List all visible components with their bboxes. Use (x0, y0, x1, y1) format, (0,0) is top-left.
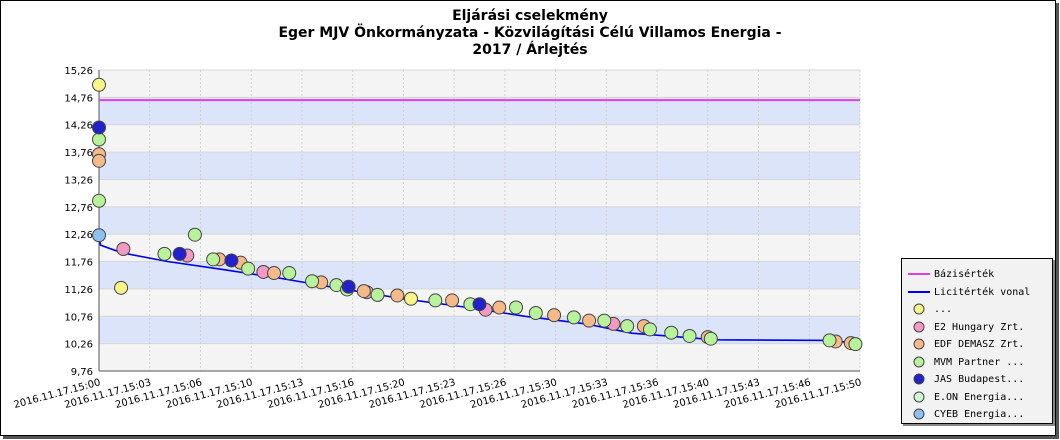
legend-dot-icon (913, 391, 925, 402)
legend: Bázisérték Licitérték vonal... E2 Hungary … (901, 258, 1053, 424)
point-mvm-partner (282, 266, 297, 281)
point-mvm-partner (370, 287, 385, 302)
legend-dot-icon (913, 373, 925, 385)
legend-label: Bázisérték (934, 269, 995, 280)
grid-band (99, 97, 860, 125)
point-mvm-partner (187, 227, 202, 242)
point-edf-demasz-zrt (582, 313, 597, 328)
legend-dot-icon (913, 321, 925, 332)
y-tick-label: 12,76 (64, 203, 93, 214)
point-jas-budapest (341, 279, 356, 294)
legend-dot-icon (913, 338, 925, 350)
legend-item: MVM Partner ... (902, 353, 1052, 373)
legend-dot-icon (913, 356, 925, 367)
grid-band (99, 152, 860, 180)
point-mvm-partner (528, 305, 543, 320)
legend-line-icon (908, 290, 930, 293)
y-tick-label: 9,76 (71, 367, 93, 378)
point-mvm-partner (428, 293, 443, 308)
point-mvm-partner (566, 310, 581, 325)
legend-dot-icon (913, 408, 925, 420)
point-edf-demasz-zrt (356, 284, 371, 299)
point-edf-demasz-zrt (547, 308, 562, 323)
legend-label: Licitérték vonal (934, 286, 1031, 298)
point-mvm-partner (157, 246, 172, 261)
point-mvm-partner (620, 319, 635, 334)
chart-title-line-2: Eger MJV Önkormányzata - Közvilágítási C… (278, 25, 782, 41)
point-edf-demasz-zrt (492, 300, 507, 315)
point-mvm-partner (206, 252, 221, 267)
legend-item: E.ON Energia... (902, 388, 1052, 408)
legend-item: JAS Budapest... (902, 370, 1052, 390)
y-tick-label: 13,76 (64, 148, 93, 159)
legend-item: CYEB Energia... (902, 405, 1052, 425)
legend-label: CYEB Energia... (934, 409, 1025, 420)
point-mvm-partner (642, 322, 657, 337)
point-unnamed (404, 291, 419, 306)
point-mvm-partner (703, 331, 718, 346)
y-tick-label: 15,26 (64, 66, 93, 77)
legend-label: E2 Hungary Zrt. (934, 321, 1025, 333)
point-mvm-partner (92, 132, 106, 147)
legend-dot-icon (913, 303, 925, 315)
grid-band (99, 261, 860, 289)
point-mvm-partner (682, 328, 697, 343)
y-tick-label: 10,26 (64, 340, 93, 351)
point-unnamed (92, 77, 106, 92)
point-jas-budapest (472, 297, 487, 312)
legend-item: Bázisérték (902, 265, 1052, 285)
point-edf-demasz-zrt (390, 288, 405, 303)
grid-band (99, 206, 860, 235)
chart-title-line-1: Eljárási cselekmény (452, 8, 608, 24)
point-edf-demasz-zrt (92, 153, 106, 168)
point-mvm-partner (305, 274, 320, 289)
y-tick-label: 13,26 (64, 175, 93, 186)
legend-label: EDF DEMASZ Zrt. (934, 339, 1025, 350)
point-mvm-partner (664, 325, 679, 340)
point-mvm-partner (92, 193, 106, 208)
point-mvm-partner (241, 261, 256, 276)
point-jas-budapest (92, 120, 106, 135)
legend-item: Licitérték vonal (902, 283, 1052, 303)
point-edf-demasz-zrt (445, 293, 460, 308)
point-mvm-partner (848, 337, 863, 352)
point-jas-budapest (172, 246, 187, 261)
point-cyeb-energia (92, 228, 106, 243)
grid-band (99, 316, 860, 344)
y-tick-label: 12,26 (64, 230, 93, 241)
y-tick-label: 11,26 (64, 285, 93, 296)
y-tick-label: 11,76 (64, 258, 93, 269)
point-unnamed (114, 280, 129, 295)
legend-line-icon (908, 273, 930, 275)
legend-item: EDF DEMASZ Zrt. (902, 335, 1052, 355)
y-tick-label: 10,76 (64, 312, 93, 323)
point-mvm-partner (509, 300, 524, 315)
point-mvm-partner (597, 313, 612, 328)
legend-item: ... (902, 300, 1052, 320)
point-edf-demasz-zrt (267, 266, 282, 281)
legend-item: E2 Hungary Zrt. (902, 318, 1052, 338)
legend-label: MVM Partner ... (934, 356, 1025, 368)
point-e2-hungary-zrt (116, 241, 131, 256)
point-jas-budapest (224, 253, 239, 268)
legend-label: JAS Budapest... (934, 374, 1025, 385)
point-mvm-partner (822, 333, 837, 348)
y-tick-label: 14,76 (64, 93, 93, 104)
legend-label: E.ON Energia... (934, 391, 1025, 403)
y-tick-label: 14,26 (64, 121, 93, 132)
legend-label: ... (934, 304, 953, 315)
chart-title-line-3: 2017 / Árlejtés (472, 42, 588, 58)
